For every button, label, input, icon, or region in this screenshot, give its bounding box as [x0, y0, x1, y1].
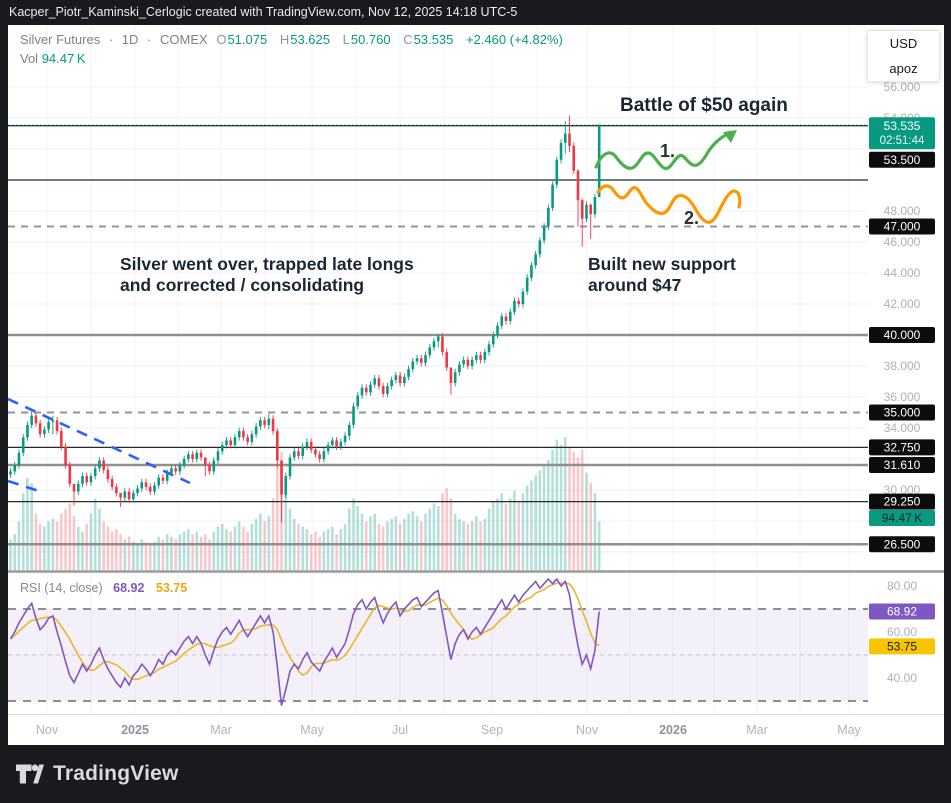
scenario-1-green-squiggle [594, 130, 737, 171]
volume-label: Vol [20, 51, 39, 66]
exchange-label: COMEX [160, 32, 208, 47]
svg-text:42.000: 42.000 [884, 297, 921, 311]
svg-text:36.000: 36.000 [884, 390, 921, 404]
svg-text:56.000: 56.000 [884, 80, 921, 94]
high-value: 53.625 [290, 32, 330, 47]
rsi-legend: RSI (14, close) 68.92 53.75 [20, 581, 187, 595]
svg-text:40.000: 40.000 [884, 328, 921, 342]
svg-text:80.00: 80.00 [887, 579, 917, 593]
volume-value: 94.47 K [41, 51, 86, 66]
price-axis[interactable]: 56.00054.00048.00046.00044.00042.00038.0… [869, 80, 935, 685]
legend-separator: · [147, 32, 152, 47]
scenario-2-orange-squiggle [596, 184, 742, 224]
svg-text:May: May [300, 723, 324, 737]
annotation-line: Silver went over, trapped late longs [120, 254, 414, 274]
low-label: L [342, 32, 350, 47]
svg-text:Mar: Mar [746, 723, 768, 737]
annotation-line: around $47 [588, 275, 682, 295]
descending-trendline [8, 397, 191, 494]
chart-area: 56.00054.00048.00046.00044.00042.00038.0… [8, 25, 944, 745]
close-label: C [403, 32, 413, 47]
chart-canvas[interactable]: 56.00054.00048.00046.00044.00042.00038.0… [8, 25, 944, 745]
volume-bars [9, 437, 601, 570]
svg-text:53.75: 53.75 [887, 639, 917, 653]
svg-text:94.47 K: 94.47 K [882, 511, 922, 525]
gridlines [8, 25, 868, 714]
rsi-band [8, 608, 868, 702]
volume-legend: Vol 94.47 K [20, 51, 86, 66]
time-axis[interactable]: Nov 2025 Mar May Jul Sep Nov 2026 Mar May [36, 723, 862, 737]
svg-text:53.500: 53.500 [884, 153, 921, 167]
svg-text:Sep: Sep [481, 723, 503, 737]
svg-text:Jul: Jul [392, 723, 408, 737]
symbol-legend: Silver Futures · 1D · COMEX O51.075 H53.… [20, 32, 572, 47]
svg-text:31.610: 31.610 [884, 458, 921, 472]
annotation-line: and corrected / consolidating [120, 275, 365, 295]
candlesticks [9, 115, 601, 523]
scenario-1-label: 1. [660, 141, 676, 161]
legend-separator: · [108, 32, 114, 47]
rsi-value: 68.92 [113, 581, 145, 595]
svg-text:29.250: 29.250 [884, 495, 921, 509]
annotation-line: Built new support [588, 254, 736, 274]
svg-text:47.000: 47.000 [884, 220, 921, 234]
footer-bar: TradingView [0, 745, 951, 803]
scenario-2-label: 2. [684, 208, 700, 228]
svg-text:2025: 2025 [121, 723, 149, 737]
interval-label: 1D [121, 32, 139, 47]
rsi-ma-value: 53.75 [155, 581, 188, 595]
svg-text:53.535: 53.535 [884, 119, 921, 133]
svg-text:60.00: 60.00 [887, 625, 917, 639]
rsi-line [9, 577, 600, 706]
svg-text:Nov: Nov [36, 723, 59, 737]
svg-text:46.000: 46.000 [884, 235, 921, 249]
svg-text:38.000: 38.000 [884, 359, 921, 373]
svg-text:May: May [837, 723, 861, 737]
rsi-title: RSI (14, close) [20, 581, 103, 595]
svg-text:44.000: 44.000 [884, 266, 921, 280]
rsi-plot [9, 577, 600, 706]
price-axis-unit-selector: USD apoz [867, 30, 940, 82]
svg-text:40.00: 40.00 [887, 671, 917, 685]
rsi-ma-line [9, 582, 600, 681]
open-value: 51.075 [227, 32, 268, 47]
unit-option-apoz[interactable]: apoz [889, 61, 918, 76]
close-value: 53.535 [413, 32, 454, 47]
svg-text:Mar: Mar [210, 723, 232, 737]
svg-text:48.000: 48.000 [884, 204, 921, 218]
tradingview-logo[interactable]: TradingView [16, 761, 179, 787]
open-label: O [216, 32, 227, 47]
annotation-trapped-longs: Silver went over, trapped late longs and… [120, 254, 414, 296]
svg-text:30.000: 30.000 [884, 483, 921, 497]
symbol-name: Silver Futures [20, 32, 101, 47]
high-label: H [279, 32, 290, 47]
svg-text:Nov: Nov [576, 723, 599, 737]
svg-text:68.92: 68.92 [887, 604, 917, 618]
tradingview-logo-text: TradingView [53, 762, 179, 785]
svg-text:35.000: 35.000 [884, 406, 921, 420]
pane-dividers [8, 570, 944, 715]
change-value: +2.460 (+4.82%) [466, 32, 563, 47]
attribution-text: Kacper_Piotr_Kaminski_Cerlogic created w… [9, 5, 518, 19]
annotation-new-support: Built new support around $47 [588, 254, 736, 296]
tradingview-logo-icon [16, 764, 44, 784]
attribution-bar: Kacper_Piotr_Kaminski_Cerlogic created w… [0, 0, 951, 25]
annotation-battle-of-50: Battle of $50 again [620, 95, 788, 116]
svg-text:02:51:44: 02:51:44 [880, 135, 925, 147]
svg-text:32.750: 32.750 [884, 440, 921, 454]
low-value: 50.760 [350, 32, 391, 47]
svg-text:2026: 2026 [659, 723, 687, 737]
currency-option-usd[interactable]: USD [889, 36, 918, 51]
svg-text:34.000: 34.000 [884, 421, 921, 435]
svg-text:26.500: 26.500 [884, 537, 921, 551]
